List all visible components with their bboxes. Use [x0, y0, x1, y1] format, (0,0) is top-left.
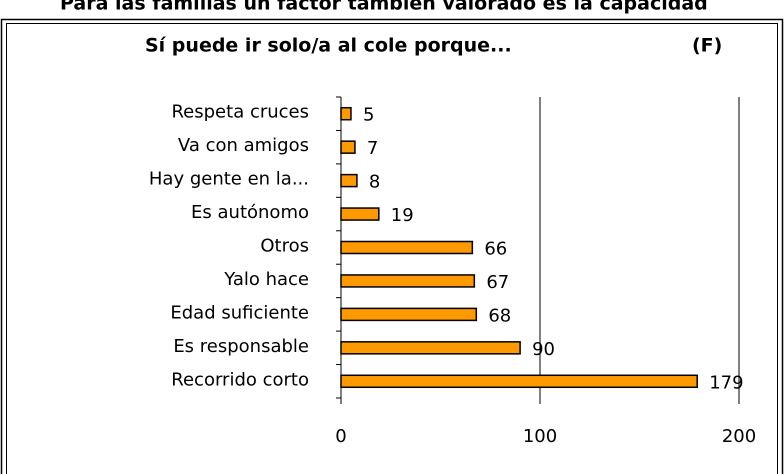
x-tick-label: 200	[722, 426, 756, 447]
data-label: 5	[363, 105, 374, 126]
data-label: 67	[486, 272, 509, 293]
bar	[340, 173, 358, 188]
inner-frame	[6, 23, 778, 474]
y-tick-label: Es responsable	[173, 336, 309, 357]
y-tick-label: Es autónomo	[191, 202, 309, 223]
bar	[340, 240, 474, 255]
bar	[340, 140, 356, 154]
bar	[340, 307, 478, 322]
outer-frame	[0, 18, 784, 474]
y-tick-label: Respeta cruces	[171, 102, 309, 123]
y-tick-label: Hay gente en la...	[149, 169, 309, 190]
bar	[340, 106, 352, 121]
data-label: 7	[367, 138, 378, 159]
x-tick-label: 100	[523, 426, 557, 447]
data-label: 179	[709, 372, 743, 393]
y-tick-label: Otros	[260, 236, 309, 257]
x-tick-label: 0	[335, 426, 346, 447]
data-label: 8	[369, 172, 380, 193]
data-label: 90	[532, 339, 555, 360]
bar	[340, 207, 380, 221]
y-tick-label: Recorrido corto	[171, 369, 309, 390]
data-label: 19	[391, 205, 414, 226]
data-label: 66	[484, 239, 507, 260]
chart-title: Sí puede ir solo/a al cole porque...	[145, 35, 512, 57]
y-tick-label: Edad suficiente	[170, 302, 309, 323]
header-text: Para las familias un factor también valo…	[60, 0, 708, 15]
y-tick-label: Yalo hace	[223, 269, 309, 290]
bar	[340, 274, 476, 288]
bar	[340, 341, 521, 355]
data-label: 68	[488, 305, 511, 326]
bar	[340, 374, 698, 389]
chart-subtitle: (F)	[692, 35, 722, 57]
y-tick-label: Va con amigos	[178, 135, 309, 156]
